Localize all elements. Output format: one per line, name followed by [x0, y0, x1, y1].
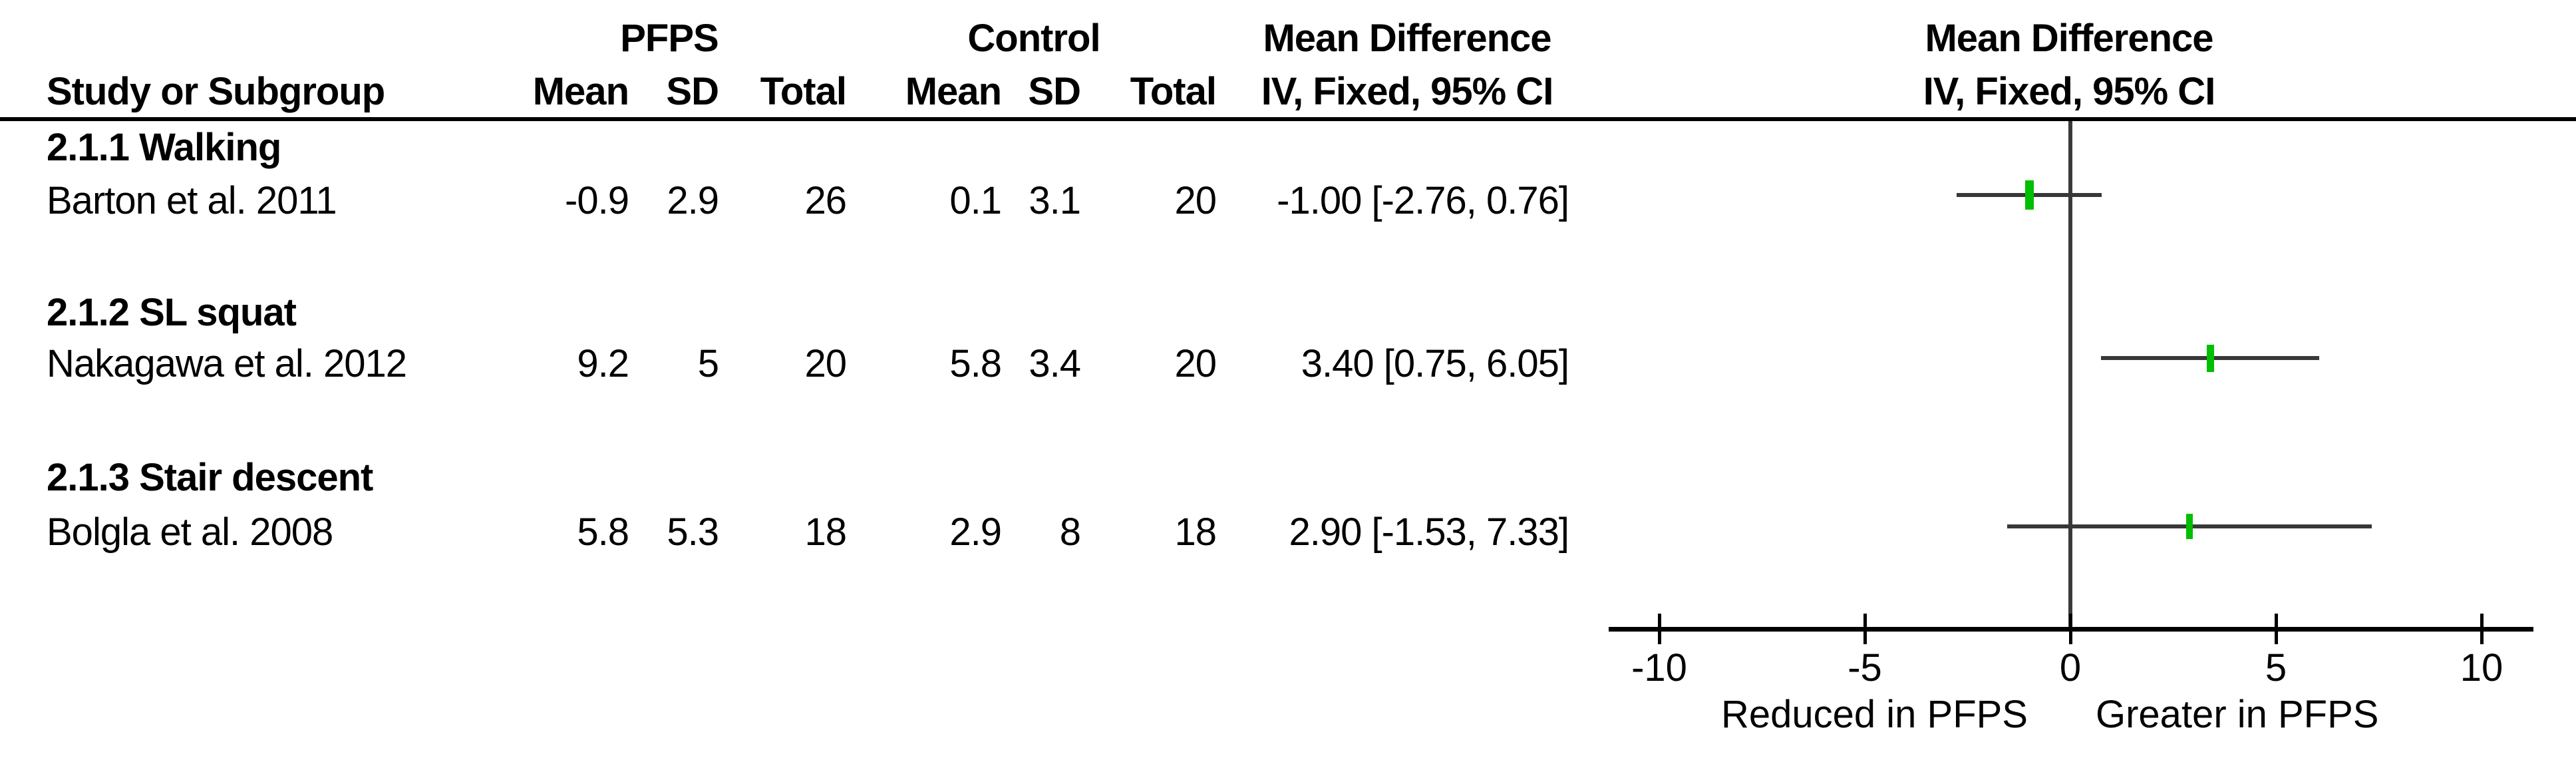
axis-tick-label-0: 0 [2059, 646, 2082, 689]
axis-tick-label--5: -5 [1848, 646, 1882, 689]
axis-tick--5 [1863, 614, 1867, 644]
axis-label-left: Reduced in PFPS [1720, 693, 2028, 736]
axis-tick-5 [2274, 614, 2278, 644]
cell-pfps-sd: 5.3 [667, 510, 719, 554]
axis-tick-label--10: -10 [1631, 646, 1687, 689]
cell-pfps-mean: -0.9 [565, 179, 629, 222]
header-study-or-subgroup: Study or Subgroup [47, 70, 385, 113]
cell-control-mean: 5.8 [949, 342, 1002, 385]
header-divider [0, 117, 2576, 121]
header-group-control: Control [967, 17, 1100, 60]
cell-pfps-total: 26 [804, 179, 847, 222]
header-iv-fixed-ci-left: IV, Fixed, 95% CI [1261, 70, 1554, 113]
axis-tick-10 [2480, 614, 2484, 644]
axis-label-right: Greater in PFPS [2096, 693, 2379, 736]
cell-pfps-sd: 5 [697, 342, 719, 385]
header-pfps-mean: Mean [532, 70, 629, 113]
point-estimate-marker-1 [2024, 180, 2034, 210]
axis-tick-label-10: 10 [2460, 646, 2503, 689]
cell-control-total: 18 [1174, 510, 1217, 554]
subgroup-title: 2.1.1 Walking [47, 126, 281, 169]
header-pfps-sd: SD [666, 70, 719, 113]
zero-reference-line [2068, 121, 2072, 629]
header-mean-difference-left: Mean Difference [1263, 17, 1551, 60]
cell-pfps-mean: 9.2 [577, 342, 629, 385]
cell-control-total: 20 [1174, 342, 1217, 385]
cell-control-sd: 3.1 [1029, 179, 1081, 222]
subgroup-title: 2.1.3 Stair descent [47, 456, 373, 499]
header-iv-fixed-ci-right: IV, Fixed, 95% CI [1923, 70, 2216, 113]
axis-tick-0 [2068, 614, 2072, 644]
cell-md-ci-text: 3.40 [0.75, 6.05] [1301, 342, 1569, 385]
header-pfps-total: Total [760, 70, 847, 113]
study-name: Bolgla et al. 2008 [47, 510, 333, 554]
cell-pfps-total: 20 [804, 342, 847, 385]
cell-control-sd: 3.4 [1029, 342, 1081, 385]
subgroup-title: 2.1.2 SL squat [47, 291, 297, 334]
point-estimate-marker-3 [2186, 514, 2193, 539]
point-estimate-marker-2 [2206, 344, 2214, 372]
cell-md-ci-text: -1.00 [-2.76, 0.76] [1277, 179, 1569, 222]
cell-control-total: 20 [1174, 179, 1217, 222]
cell-control-mean: 2.9 [949, 510, 1002, 554]
cell-pfps-mean: 5.8 [577, 510, 629, 554]
axis-tick--10 [1657, 614, 1661, 644]
study-name: Barton et al. 2011 [47, 179, 337, 222]
cell-pfps-sd: 2.9 [667, 179, 719, 222]
study-name: Nakagawa et al. 2012 [47, 342, 407, 385]
header-mean-difference-right: Mean Difference [1925, 17, 2213, 60]
header-group-pfps: PFPS [620, 17, 719, 60]
cell-control-mean: 0.1 [949, 179, 1002, 222]
header-control-mean: Mean [905, 70, 1002, 113]
header-control-sd: SD [1028, 70, 1081, 113]
header-control-total: Total [1130, 70, 1217, 113]
cell-control-sd: 8 [1059, 510, 1081, 554]
cell-md-ci-text: 2.90 [-1.53, 7.33] [1289, 510, 1569, 554]
axis-tick-label-5: 5 [2265, 646, 2287, 689]
cell-pfps-total: 18 [804, 510, 847, 554]
